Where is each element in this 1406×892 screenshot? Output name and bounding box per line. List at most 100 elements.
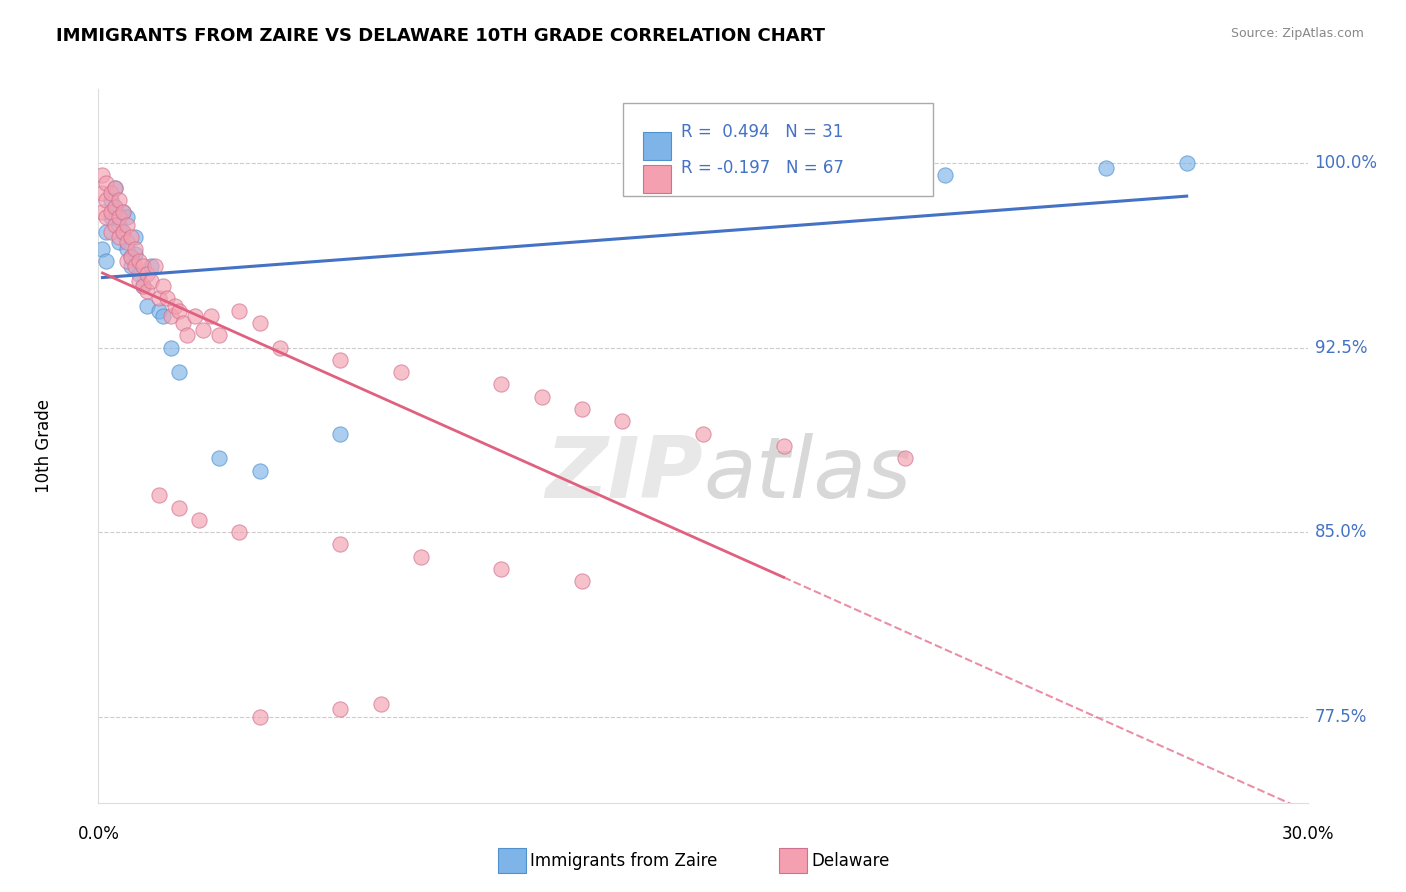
Text: IMMIGRANTS FROM ZAIRE VS DELAWARE 10TH GRADE CORRELATION CHART: IMMIGRANTS FROM ZAIRE VS DELAWARE 10TH G…	[56, 27, 825, 45]
Point	[111, 205, 134, 219]
Point	[370, 698, 392, 712]
Point	[193, 323, 215, 337]
Point	[148, 303, 170, 318]
Point	[107, 193, 129, 207]
Point	[103, 200, 125, 214]
Point	[128, 254, 150, 268]
Point	[249, 316, 271, 330]
Point	[772, 439, 794, 453]
Point	[103, 180, 125, 194]
Point	[120, 250, 142, 264]
Text: 0.0%: 0.0%	[77, 825, 120, 843]
Point	[269, 341, 291, 355]
Point	[132, 279, 155, 293]
Point	[491, 562, 513, 576]
Point	[329, 702, 352, 716]
Point	[111, 225, 134, 239]
Point	[115, 242, 138, 256]
Point	[200, 309, 222, 323]
Point	[120, 230, 142, 244]
Point	[107, 218, 129, 232]
Point	[124, 242, 146, 256]
Point	[96, 176, 118, 190]
Text: 85.0%: 85.0%	[1315, 523, 1367, 541]
Point	[103, 200, 125, 214]
Point	[163, 299, 186, 313]
Point	[111, 225, 134, 239]
Point	[135, 284, 157, 298]
Point	[139, 274, 162, 288]
Point	[148, 291, 170, 305]
Text: 77.5%: 77.5%	[1315, 707, 1367, 726]
Point	[115, 254, 138, 268]
Point	[893, 451, 915, 466]
Point	[128, 267, 150, 281]
Point	[120, 260, 142, 274]
Point	[160, 309, 183, 323]
Point	[692, 426, 714, 441]
Point	[96, 210, 118, 224]
Point	[612, 414, 634, 428]
Point	[176, 328, 198, 343]
Point	[132, 279, 155, 293]
Text: Delaware: Delaware	[811, 852, 890, 870]
Point	[100, 186, 122, 200]
Point	[409, 549, 432, 564]
Point	[1175, 156, 1198, 170]
Text: R = -0.197   N = 67: R = -0.197 N = 67	[681, 159, 844, 177]
Point	[228, 525, 250, 540]
Text: 10th Grade: 10th Grade	[35, 399, 53, 493]
Point	[103, 180, 125, 194]
Point	[167, 365, 190, 379]
Point	[91, 169, 114, 183]
Point	[167, 500, 190, 515]
Point	[156, 291, 179, 305]
Point	[124, 230, 146, 244]
Text: ZIP: ZIP	[546, 433, 703, 516]
Point	[152, 279, 174, 293]
Point	[91, 242, 114, 256]
Point	[135, 267, 157, 281]
Text: Source: ZipAtlas.com: Source: ZipAtlas.com	[1230, 27, 1364, 40]
Point	[100, 205, 122, 219]
Text: 92.5%: 92.5%	[1315, 339, 1367, 357]
Text: atlas: atlas	[703, 433, 911, 516]
Point	[228, 303, 250, 318]
Point	[1095, 161, 1118, 175]
Point	[208, 451, 231, 466]
Point	[100, 193, 122, 207]
Point	[143, 260, 166, 274]
Point	[139, 260, 162, 274]
Point	[172, 316, 194, 330]
Point	[120, 250, 142, 264]
Point	[124, 247, 146, 261]
Point	[103, 218, 125, 232]
Point	[329, 352, 352, 367]
Point	[148, 488, 170, 502]
Point	[132, 260, 155, 274]
Text: R =  0.494   N = 31: R = 0.494 N = 31	[681, 123, 844, 142]
Point	[329, 537, 352, 551]
Point	[389, 365, 412, 379]
Point	[124, 260, 146, 274]
Point	[249, 464, 271, 478]
Point	[571, 574, 593, 589]
Point	[96, 254, 118, 268]
Point	[107, 230, 129, 244]
Point	[329, 426, 352, 441]
Point	[115, 210, 138, 224]
Point	[100, 225, 122, 239]
Point	[160, 341, 183, 355]
Point	[128, 274, 150, 288]
Point	[491, 377, 513, 392]
Point	[107, 235, 129, 249]
Text: Immigrants from Zaire: Immigrants from Zaire	[530, 852, 717, 870]
Point	[91, 186, 114, 200]
Point	[107, 210, 129, 224]
Point	[184, 309, 207, 323]
Point	[188, 513, 211, 527]
Point	[96, 225, 118, 239]
Point	[249, 709, 271, 723]
Point	[91, 205, 114, 219]
Point	[100, 210, 122, 224]
